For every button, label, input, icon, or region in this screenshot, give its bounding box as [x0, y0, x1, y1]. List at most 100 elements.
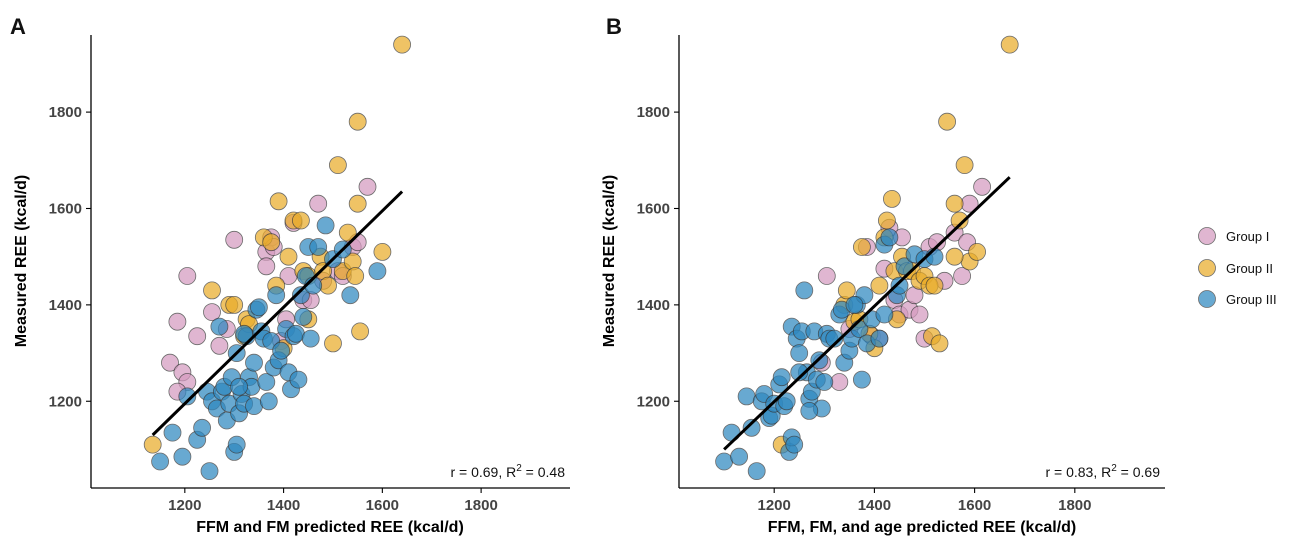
panel-a-point-group-1-8 [203, 303, 221, 322]
panel-a-point-group-2-22 [328, 156, 347, 175]
panel-a-point-group-2-14 [291, 211, 310, 230]
panel-a-point-group-3-4 [178, 387, 197, 406]
panel-b-point-group-3-5 [742, 418, 761, 437]
panel-b-point-group-3-13 [772, 368, 791, 387]
panel-b-x-tick-label-3: 1600 [958, 497, 991, 514]
panel-b-point-group-3-6 [747, 462, 766, 481]
panel-a-x-tick-label-4: 1800 [464, 497, 497, 514]
panel-b-fit-line [723, 176, 1011, 451]
panel-b-points [715, 35, 1019, 481]
panel-a-point-group-3-37 [272, 341, 291, 360]
panel-b-y-tick-label-2: 1400 [637, 297, 670, 314]
panel-a-y-tick-label-1: 1200 [49, 393, 82, 410]
panel-b-point-group-2-25 [945, 194, 964, 213]
panel-a-point-group-3-2 [163, 423, 182, 442]
panel-b-annotation-r: r = 0.83, R [1045, 464, 1111, 480]
panel-b-point-group-2-3 [837, 281, 856, 300]
legend-swatch-group-1 [1198, 227, 1216, 245]
panel-a-point-group-3-28 [249, 298, 268, 317]
panel-b-point-group-1-24 [973, 177, 991, 196]
legend-swatch-group-3 [1198, 290, 1216, 308]
panel-a-point-group-1-7 [188, 327, 207, 346]
panel-a-y-tick-label-2: 1400 [49, 297, 82, 314]
panel-a: A 1200 1400 1600 1800 1200 1400 1600 1800 FFM … [10, 14, 570, 536]
legend: Group I Group II Group III [1198, 227, 1277, 308]
panel-a-point-group-3-3 [173, 447, 192, 466]
panel-b-point-group-2-6 [853, 238, 871, 256]
legend-label-group-1: Group I [1226, 229, 1269, 244]
panel-b-point-group-3-55 [800, 401, 819, 420]
panel-a-x-ticks: 1200 1400 1600 1800 [168, 488, 498, 514]
panel-b-point-group-3-42 [853, 370, 871, 389]
panel-a-point-group-3-42 [286, 324, 305, 343]
panel-a-point-group-3-55 [368, 262, 387, 281]
panel-a-point-group-2-4 [225, 295, 244, 314]
panel-b-point-group-2-11 [878, 211, 896, 230]
panel-a-point-group-1-6 [168, 312, 187, 331]
panel-b-letter: B [606, 14, 622, 39]
legend-label-group-2: Group II [1226, 261, 1273, 276]
panel-b-x-ticks: 1200 1400 1600 1800 [758, 488, 1092, 514]
panel-a-point-group-2-28 [348, 112, 367, 131]
panel-b-point-group-3-58 [790, 363, 809, 382]
panel-a-point-group-3-8 [200, 462, 219, 481]
panel-a-point-group-3-50 [309, 238, 328, 256]
panel-b-correlation-annotation: r = 0.83, R2 = 0.69 [1045, 463, 1160, 480]
panel-b-y-ticks: 1200 1400 1600 1800 [637, 104, 679, 410]
panel-a-point-group-3-26 [245, 397, 263, 416]
panel-a-point-group-3-58 [230, 377, 249, 396]
panel-a-points [143, 35, 412, 481]
panel-a-annotation-rest: = 0.48 [522, 464, 565, 480]
panel-a-point-group-3-18 [227, 435, 246, 454]
panel-a-correlation-annotation: r = 0.69, R2 = 0.48 [450, 463, 565, 480]
panel-b-annotation-rest: = 0.69 [1117, 464, 1160, 480]
panel-b-y-tick-label-1: 1200 [637, 393, 670, 410]
panel-a-y-tick-label-3: 1600 [49, 200, 82, 217]
panel-a-point-group-2-29 [351, 322, 370, 341]
panel-b-point-group-3-57 [875, 305, 894, 324]
panel-a-point-group-3-56 [235, 324, 254, 343]
panel-b-x-tick-label-4: 1800 [1058, 497, 1091, 514]
panel-a-y-tick-label-4: 1800 [49, 104, 82, 121]
panel-a-point-group-1-28 [257, 257, 276, 276]
panel-b-point-group-3-51 [895, 257, 914, 276]
panel-b-point-group-3-4 [737, 387, 756, 406]
legend-label-group-3: Group III [1226, 292, 1277, 307]
panel-b-y-axis-title: Measured REE (kcal/d) [601, 175, 618, 348]
panel-b: B 1200 1400 1600 1800 1200 1400 1600 1800 FFM,… [601, 14, 1165, 536]
panel-a-annotation-sup: 2 [516, 463, 522, 474]
panel-b-point-group-3-23 [795, 281, 814, 300]
panel-b-point-group-2-12 [883, 189, 901, 208]
panel-b-y-tick-label-3: 1600 [637, 200, 670, 217]
panel-a-point-group-2-1 [143, 435, 162, 454]
panel-a-x-tick-label-3: 1600 [366, 497, 399, 514]
panel-a-point-group-2-2 [203, 281, 221, 300]
panel-a-annotation-r: r = 0.69, R [450, 464, 516, 480]
panel-a-point-group-1-1 [161, 353, 179, 372]
panel-a-point-group-3-51 [316, 216, 335, 235]
panel-a-point-group-2-30 [373, 242, 392, 261]
panel-a-point-group-3-6 [193, 418, 212, 437]
panel-a-x-axis-title: FFM and FM predicted REE (kcal/d) [196, 519, 464, 536]
panel-a-fit-line [151, 190, 404, 437]
panel-b-point-group-2-23 [930, 334, 949, 353]
panel-b-point-group-1-21 [953, 267, 971, 285]
panel-a-point-group-3-57 [245, 353, 263, 372]
panel-a-point-group-2-8 [262, 233, 281, 252]
panel-b-point-group-2-9 [870, 276, 889, 295]
panel-b-point-group-3-56 [845, 295, 864, 314]
panel-b-x-tick-label-1: 1200 [758, 497, 791, 514]
panel-b-point-group-1-15 [910, 305, 929, 324]
panel-b-point-group-1-3 [830, 373, 849, 391]
panel-a-point-group-1-9 [210, 336, 229, 355]
panel-a-point-group-2-24 [338, 223, 357, 242]
panel-a-point-group-2-27 [348, 194, 367, 213]
panel-b-y-tick-label-4: 1800 [637, 104, 670, 121]
panel-a-point-group-3-48 [301, 329, 320, 348]
panel-b-point-group-2-30 [1000, 35, 1019, 54]
panel-b-point-group-3-46 [870, 329, 889, 348]
panel-a-point-group-1-27 [358, 177, 377, 196]
panel-a-point-group-1-10 [225, 230, 244, 249]
panel-b-point-group-3-1 [715, 452, 733, 471]
